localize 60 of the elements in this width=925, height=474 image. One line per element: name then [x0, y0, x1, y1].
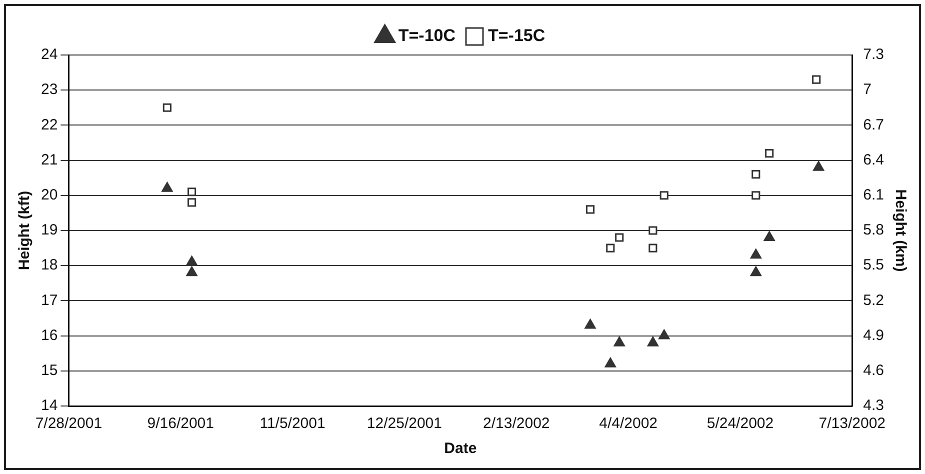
point — [606, 244, 615, 252]
point — [584, 318, 596, 329]
y2-tick-label: 6.1 — [863, 186, 884, 204]
y2-tick-label: 6.4 — [863, 151, 884, 168]
x-tick-label: 7/28/2001 — [35, 415, 102, 432]
y-tick-label: 19 — [40, 222, 58, 239]
x-axis-title: Date — [444, 440, 477, 458]
y-tick-label: 17 — [40, 292, 58, 309]
point — [161, 182, 173, 192]
point — [186, 256, 198, 266]
x-tick-label: 4/4/2002 — [599, 415, 658, 432]
legend-label: T=-15C — [488, 26, 546, 46]
y2-tick-label: 5.5 — [863, 256, 884, 274]
y2-tick-label: 4.3 — [863, 397, 884, 414]
point — [188, 198, 196, 207]
y-axis-title: Height (kft) — [16, 190, 34, 270]
point — [750, 266, 762, 276]
x-tick-label: 9/16/2001 — [147, 415, 214, 432]
y-tick-label: 22 — [40, 116, 58, 134]
y-tick-label: 15 — [40, 362, 58, 380]
x-tick-label: 5/24/2002 — [706, 415, 774, 432]
point — [660, 191, 668, 200]
x-tick-label: 7/13/2002 — [818, 415, 886, 432]
x-tick-label: 2/13/2002 — [483, 415, 550, 432]
point — [162, 103, 172, 112]
y2-tick-label: 7 — [863, 81, 872, 98]
point — [615, 233, 624, 242]
point — [586, 205, 595, 214]
point — [764, 231, 776, 242]
point — [186, 266, 198, 276]
y-tick-label: 18 — [40, 256, 58, 274]
y2-axis-title: Height (km) — [892, 189, 909, 272]
point — [648, 244, 658, 252]
y-tick-label: 23 — [40, 81, 58, 98]
y2-tick-label: 4.9 — [863, 326, 884, 344]
y-tick-label: 21 — [40, 151, 58, 168]
point — [750, 248, 762, 259]
point — [658, 329, 670, 340]
y2-tick-label: 4.6 — [863, 362, 884, 380]
x-tick-label: 12/25/2001 — [366, 415, 442, 432]
point — [812, 160, 824, 171]
y-tick-label: 16 — [40, 326, 58, 344]
y-tick-label: 20 — [40, 186, 58, 204]
point — [752, 170, 760, 179]
point — [188, 188, 196, 196]
y-tick-label: 24 — [40, 46, 58, 64]
point — [752, 191, 760, 200]
point — [647, 336, 659, 346]
y2-tick-label: 5.2 — [863, 292, 884, 309]
x-tick-label: 11/5/2001 — [260, 415, 326, 432]
y2-tick-label: 5.8 — [863, 222, 884, 239]
point — [812, 75, 821, 84]
y2-tick-label: 7.3 — [863, 46, 884, 64]
point — [648, 226, 658, 235]
point — [614, 336, 626, 346]
legend-label: T=-10C — [398, 26, 456, 46]
point — [604, 357, 616, 368]
y2-tick-label: 6.7 — [863, 116, 884, 134]
point — [765, 148, 774, 158]
y-tick-label: 14 — [40, 397, 58, 414]
